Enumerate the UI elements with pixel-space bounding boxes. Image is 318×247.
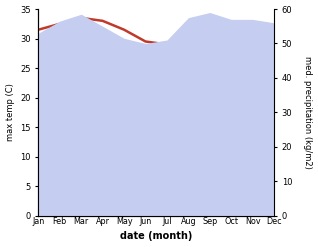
Y-axis label: med. precipitation (kg/m2): med. precipitation (kg/m2) [303,56,313,169]
Y-axis label: max temp (C): max temp (C) [5,83,15,141]
X-axis label: date (month): date (month) [120,231,192,242]
